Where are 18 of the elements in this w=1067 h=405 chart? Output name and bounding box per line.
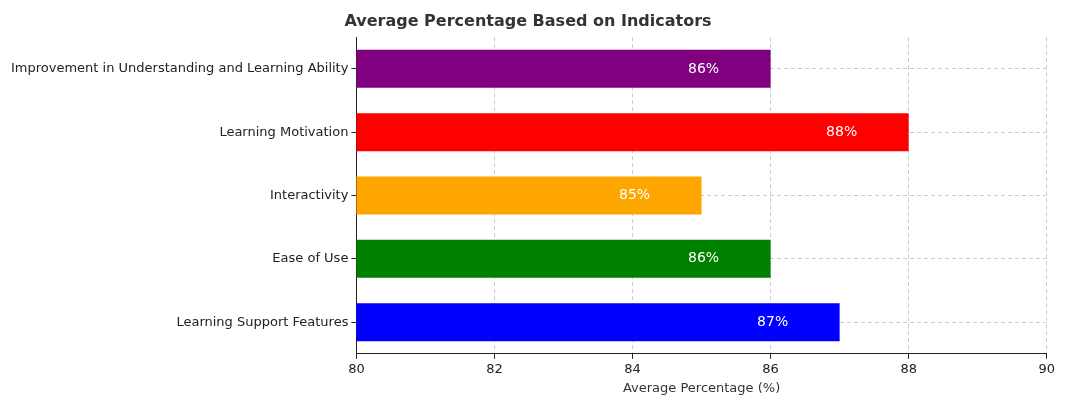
x-tick-label: 80	[348, 360, 365, 376]
x-axis-title: Average Percentage (%)	[622, 379, 781, 395]
data-label: 87%	[757, 312, 789, 329]
y-tick-label: Learning Support Features	[176, 313, 349, 329]
data-label: 88%	[826, 122, 858, 139]
data-label: 86%	[688, 59, 720, 76]
chart-title: Average Percentage Based on Indicators	[344, 10, 712, 30]
x-tick-label: 86	[762, 360, 779, 376]
data-label: 85%	[619, 186, 651, 203]
y-tick-label: Ease of Use	[272, 250, 349, 266]
x-tick-label: 84	[624, 360, 641, 376]
x-tick-label: 82	[486, 360, 503, 376]
y-tick-label: Improvement in Understanding and Learning Ability	[10, 60, 349, 76]
x-tick-label: 88	[900, 360, 917, 376]
y-tick-label: Interactivity	[269, 186, 349, 202]
data-label: 86%	[688, 249, 720, 266]
y-tick-label: Learning Motivation	[219, 123, 349, 139]
x-tick-label: 90	[1038, 360, 1055, 376]
